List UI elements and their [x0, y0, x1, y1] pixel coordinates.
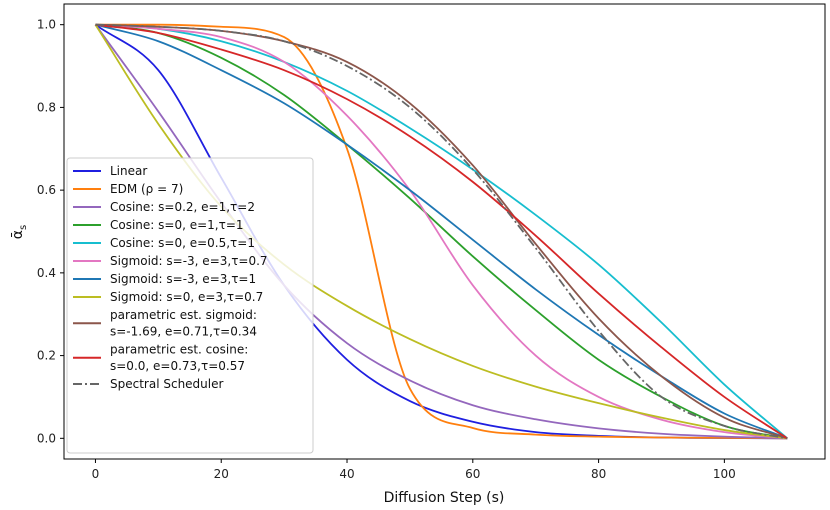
x-tick-label: 80: [591, 467, 606, 481]
legend-label: Cosine: s=0, e=1,τ=1: [110, 218, 244, 232]
y-tick-label: 0.8: [37, 100, 56, 114]
y-tick-label: 1.0: [37, 18, 56, 32]
x-tick-label: 100: [713, 467, 736, 481]
series-line: [95, 23, 788, 440]
series-line: [95, 23, 788, 440]
x-axis-title: Diffusion Step (s): [384, 490, 505, 506]
tick-layer: 0 20 40 60 80 100 0.0 0.2 0.4 0.6 0.8 1.0: [37, 18, 736, 481]
series-line: [95, 23, 788, 440]
series-line: [95, 23, 788, 440]
x-tick-label: 40: [339, 467, 354, 481]
y-axis-title: ᾱs: [10, 225, 29, 239]
legend-label: EDM (ρ = 7): [110, 182, 183, 196]
plot-frame: [63, 3, 826, 460]
legend-label: Sigmoid: s=-3, e=3,τ=1: [110, 272, 256, 286]
series-line: [95, 23, 788, 440]
legend-label: s=-1.69, e=0.71,τ=0.34: [110, 325, 257, 339]
y-tick-label: 0.4: [37, 266, 56, 280]
legend-label: Cosine: s=0.2, e=1,τ=2: [110, 200, 255, 214]
legend-label: parametric est. sigmoid:: [110, 308, 257, 322]
legend-label: parametric est. cosine:: [110, 343, 248, 357]
legend-entries: Linear EDM (ρ = 7) Cosine: s=0.2, e=1,τ=2 C…: [73, 164, 268, 391]
legend-label: Sigmoid: s=-3, e=3,τ=0.7: [110, 254, 268, 268]
y-tick-label: 0.6: [37, 183, 56, 197]
legend-label: Spectral Scheduler: [110, 377, 223, 391]
legend-label: Sigmoid: s=0, e=3,τ=0.7: [110, 290, 263, 304]
x-tick-label: 60: [465, 467, 480, 481]
legend-label: Cosine: s=0, e=0.5,τ=1: [110, 236, 255, 250]
x-tick-label: 0: [92, 467, 100, 481]
y-tick-label: 0.2: [37, 349, 56, 363]
y-tick-label: 0.0: [37, 431, 56, 445]
legend: Linear EDM (ρ = 7) Cosine: s=0.2, e=1,τ=2 C…: [66, 157, 314, 454]
legend-label: s=0.0, e=0.73,τ=0.57: [110, 359, 245, 373]
x-tick-label: 20: [214, 467, 229, 481]
legend-label: Linear: [110, 164, 147, 178]
legend-box: [66, 157, 314, 454]
y-axis-title-subscript: s: [18, 225, 29, 230]
